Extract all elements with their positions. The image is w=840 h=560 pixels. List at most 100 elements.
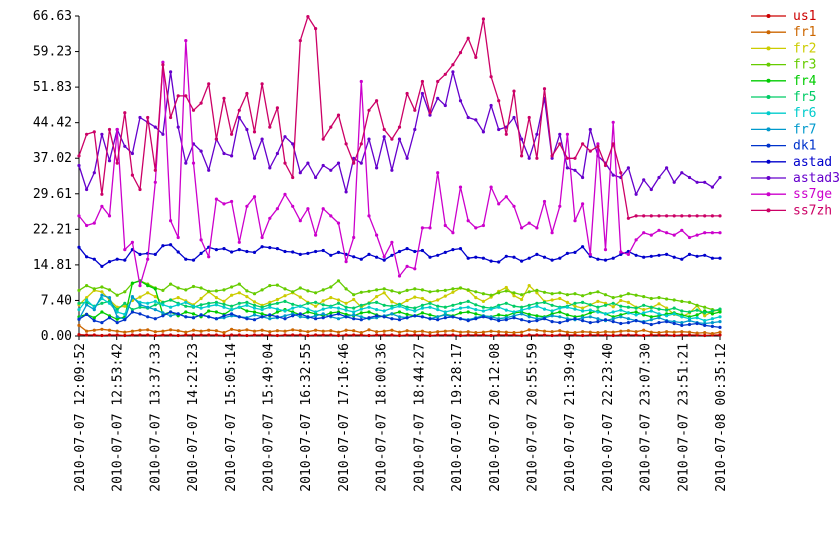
data-point	[268, 166, 272, 170]
data-point	[489, 307, 493, 311]
data-point	[428, 113, 432, 117]
data-point	[306, 330, 310, 334]
data-point	[428, 111, 432, 115]
y-tick-label: 66.63	[33, 9, 72, 24]
data-point	[550, 156, 554, 160]
data-point	[596, 317, 600, 321]
y-tick-label: 44.42	[33, 116, 72, 131]
data-point	[176, 329, 180, 333]
data-point	[314, 314, 318, 318]
data-point	[710, 309, 715, 313]
data-point	[649, 322, 653, 327]
data-point	[176, 303, 180, 307]
data-point	[207, 328, 211, 332]
data-point	[336, 333, 341, 338]
data-point	[642, 231, 646, 235]
data-point	[687, 333, 692, 337]
data-point	[268, 313, 272, 317]
data-point	[260, 328, 264, 332]
data-point	[634, 319, 638, 323]
data-point	[184, 257, 188, 261]
data-point	[359, 290, 363, 294]
data-point	[695, 303, 699, 307]
data-point	[626, 292, 631, 296]
data-point	[397, 330, 402, 334]
data-point	[504, 318, 508, 322]
data-point	[497, 319, 501, 323]
data-point	[329, 305, 333, 309]
data-point	[603, 258, 608, 262]
data-point	[207, 301, 211, 305]
legend-label: astad	[793, 155, 832, 170]
data-point	[153, 125, 157, 129]
data-point	[367, 310, 371, 314]
data-point	[123, 304, 127, 308]
data-point	[321, 307, 325, 311]
data-point	[527, 333, 531, 337]
data-point	[260, 288, 264, 292]
data-point	[642, 295, 646, 299]
data-point	[359, 315, 363, 319]
data-point	[321, 299, 325, 303]
data-point	[443, 250, 447, 254]
data-point	[77, 154, 81, 158]
data-point	[329, 329, 333, 333]
data-point	[85, 187, 89, 192]
data-point	[390, 312, 394, 316]
data-point	[298, 312, 302, 316]
data-point	[375, 295, 379, 299]
data-point	[275, 247, 279, 251]
data-point	[275, 307, 279, 311]
data-point	[390, 328, 394, 332]
data-point	[352, 255, 356, 259]
data-point	[588, 321, 592, 325]
data-point	[413, 330, 417, 334]
data-point	[542, 307, 547, 311]
data-point	[657, 296, 661, 300]
data-point	[710, 256, 715, 260]
data-point	[283, 329, 287, 333]
data-point	[481, 333, 485, 337]
data-point	[436, 330, 440, 334]
data-point	[283, 309, 287, 313]
data-point	[230, 312, 234, 316]
data-point	[169, 310, 173, 314]
data-point	[436, 298, 440, 302]
data-point	[130, 295, 134, 299]
data-point	[489, 259, 493, 263]
legend-item-fr3: fr3	[751, 58, 816, 73]
data-point	[336, 317, 341, 321]
data-point	[634, 310, 638, 314]
data-point	[451, 248, 455, 252]
data-point	[718, 330, 722, 334]
data-point	[413, 249, 417, 254]
data-point	[527, 328, 531, 332]
legend-swatch-point	[766, 30, 771, 35]
data-point	[703, 331, 707, 335]
data-point	[436, 79, 440, 84]
data-point	[77, 163, 81, 168]
data-point	[436, 318, 440, 322]
data-point	[268, 125, 272, 129]
data-point	[481, 305, 485, 309]
data-point	[527, 221, 531, 225]
data-point	[642, 303, 646, 307]
data-point	[100, 285, 104, 289]
data-point	[260, 312, 264, 316]
data-point	[611, 330, 615, 334]
data-point	[535, 333, 539, 337]
data-point	[504, 289, 508, 293]
data-point	[680, 321, 684, 325]
data-point	[649, 296, 653, 301]
data-point	[520, 330, 524, 334]
data-point	[283, 299, 287, 303]
data-point	[588, 311, 592, 315]
data-point	[420, 296, 424, 301]
series-dk1	[77, 310, 722, 329]
data-point	[191, 316, 196, 320]
data-point	[420, 91, 424, 96]
data-point	[588, 303, 592, 307]
data-point	[207, 309, 211, 313]
data-point	[107, 288, 112, 292]
data-point	[611, 320, 615, 324]
